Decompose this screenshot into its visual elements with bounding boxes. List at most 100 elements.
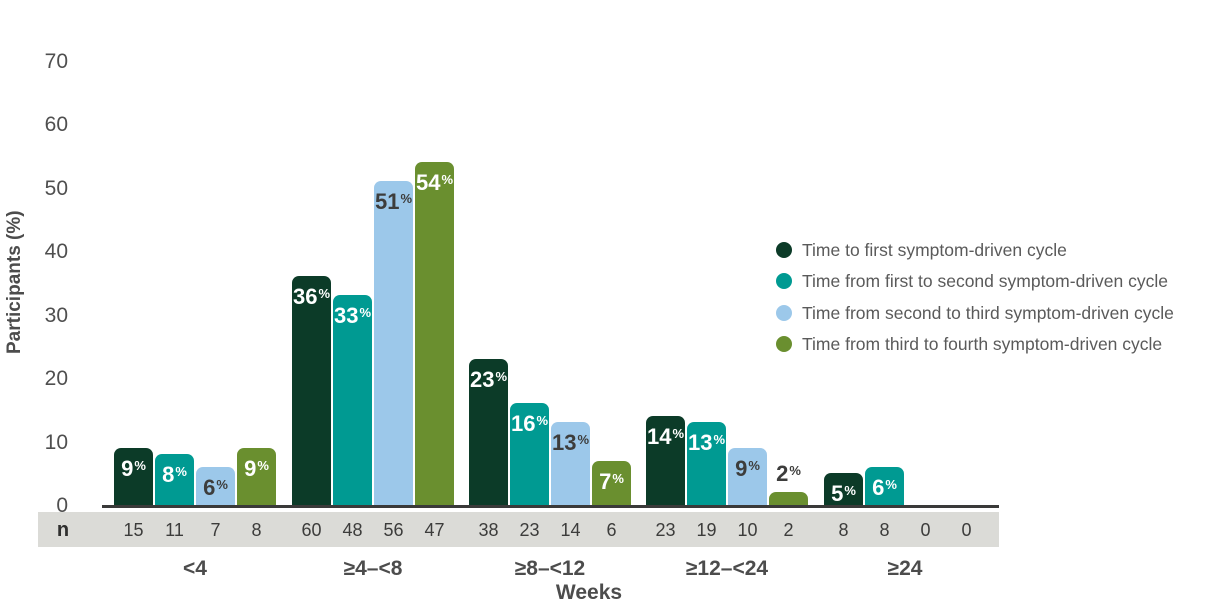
n-value: 0 — [920, 520, 931, 540]
bar-value-number: 36 — [292, 284, 318, 310]
bar-value-label: 23% — [461, 366, 516, 395]
bar-series4-cat2 — [415, 162, 454, 505]
bar-value-number: 9 — [244, 455, 257, 481]
percent-sign: % — [441, 172, 454, 188]
bar-series1-cat5 — [824, 473, 863, 505]
n-value: 23 — [519, 520, 540, 540]
bar-series1-cat4 — [646, 416, 685, 505]
bar-value-number: 9 — [121, 455, 134, 481]
bar-value-number: 2 — [776, 461, 789, 487]
n-value: 15 — [123, 520, 144, 540]
bar-value-label: 51% — [366, 190, 421, 217]
bar-value-number: 23 — [469, 366, 495, 392]
percent-sign: % — [359, 305, 372, 321]
x-axis-line — [102, 505, 999, 508]
bar-value-label: 13% — [543, 431, 598, 458]
y-tick-label: 60 — [44, 113, 68, 136]
category-label: ≥4–<8 — [343, 557, 403, 580]
n-value: 11 — [165, 520, 184, 540]
bar-series4-cat4 — [769, 492, 808, 505]
n-value: 6 — [606, 520, 617, 540]
bar-value-number: 14 — [646, 424, 672, 450]
bar-series4-cat1 — [237, 447, 276, 505]
bar-series2-cat5 — [865, 466, 904, 505]
bar-value-label: 6% — [188, 474, 243, 503]
bar-value-label: 33% — [325, 304, 380, 331]
n-value: 0 — [961, 520, 972, 540]
bar-value-number: 33 — [333, 303, 359, 329]
n-value: 38 — [478, 520, 499, 540]
category-label: ≥12–<24 — [685, 557, 769, 580]
n-value: 19 — [696, 520, 717, 540]
n-value: 23 — [655, 520, 676, 540]
bar-value-number: 51 — [374, 189, 400, 215]
bar-value-label: 14% — [638, 425, 693, 452]
bar-value-number: 6 — [203, 474, 216, 500]
y-axis-title: Participants (%) — [4, 210, 25, 355]
percent-sign: % — [885, 476, 897, 492]
bar-series2-cat2 — [333, 295, 372, 505]
legend-item: Time to first symptom-driven cycle — [776, 240, 1067, 260]
bar-value-number: 13 — [551, 430, 577, 456]
bar-value-label: 7% — [584, 468, 639, 497]
percent-sign: % — [748, 457, 760, 473]
bar-series2-cat4 — [687, 422, 726, 505]
n-value: 60 — [301, 520, 322, 540]
n-value: 2 — [783, 520, 794, 540]
percent-sign: % — [400, 191, 413, 207]
bar-value-label: 16% — [502, 412, 557, 439]
bar-value-label: 9% — [106, 455, 161, 484]
legend-circle-icon — [776, 273, 792, 290]
bar-series2-cat3 — [510, 403, 549, 505]
bar-value-label: 54% — [407, 171, 462, 198]
percent-sign: % — [257, 457, 269, 473]
bar-value-label: 6% — [857, 475, 912, 503]
n-value: 48 — [342, 520, 363, 540]
legend-item: Time from second to third symptom-driven… — [776, 303, 1174, 323]
category-label: ≥24 — [887, 557, 923, 580]
bar-series1-cat2 — [292, 276, 331, 505]
legend-item: Time from third to fourth symptom-driven… — [776, 334, 1162, 354]
bar-value-number: 8 — [162, 462, 175, 488]
legend-label: Time from third to fourth symptom-driven… — [802, 333, 1163, 354]
bar-series1-cat3 — [469, 358, 508, 505]
y-tick-label: 0 — [56, 494, 68, 517]
legend-item: Time from first to second symptom-driven… — [776, 271, 1168, 291]
n-value: 14 — [560, 520, 581, 540]
percent-sign: % — [175, 464, 187, 480]
y-tick-label: 50 — [44, 176, 68, 200]
category-label: ≥8–<12 — [514, 557, 586, 580]
y-tick-label: 20 — [44, 367, 68, 390]
bar-value-label: 36% — [284, 285, 339, 312]
n-value: 7 — [210, 520, 221, 540]
y-tick-label: 10 — [44, 430, 68, 454]
legend-circle-icon — [776, 335, 792, 352]
legend-label: Time to first symptom-driven cycle — [802, 240, 1067, 260]
n-strip — [38, 512, 999, 547]
y-tick-label: 40 — [44, 240, 68, 263]
legend-label: Time from first to second symptom-driven… — [802, 271, 1168, 292]
bar-series1-cat1 — [114, 447, 153, 505]
percent-sign: % — [713, 432, 726, 448]
bar-value-label: 2% — [761, 462, 816, 489]
bar-value-label: 9% — [720, 455, 775, 484]
bar-value-number: 54 — [415, 170, 441, 196]
n-value: 8 — [879, 520, 890, 540]
bar-value-number: 5 — [831, 481, 844, 507]
x-axis-title: Weeks — [555, 581, 623, 604]
percent-sign: % — [844, 483, 856, 499]
percent-sign: % — [318, 286, 331, 302]
legend-circle-icon — [776, 242, 792, 258]
percent-sign: % — [789, 463, 801, 479]
bar-value-number: 7 — [599, 468, 612, 494]
bar-value-label: 8% — [147, 463, 202, 490]
y-tick-label: 70 — [44, 49, 68, 73]
n-value: 10 — [737, 520, 758, 540]
n-value: 8 — [838, 520, 849, 540]
bar-value-number: 9 — [735, 455, 748, 481]
percent-sign: % — [577, 432, 590, 448]
percent-sign: % — [134, 457, 146, 473]
bar-series2-cat1 — [155, 454, 194, 505]
percent-sign: % — [672, 426, 685, 442]
